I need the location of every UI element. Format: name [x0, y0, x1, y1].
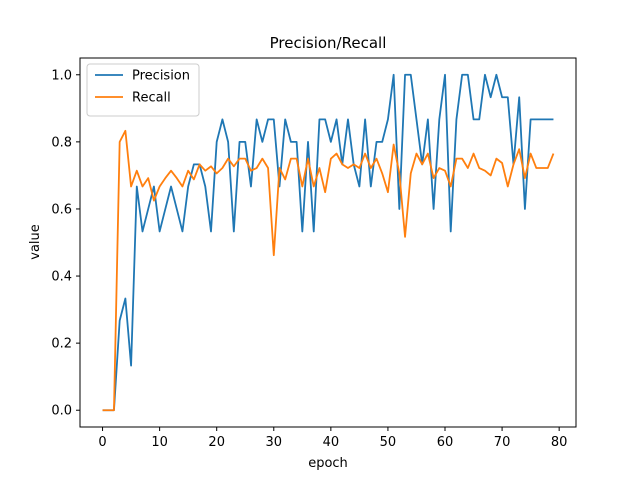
plot-area: [102, 73, 555, 412]
y-axis-label: value: [28, 224, 43, 260]
chart-title: Precision/Recall: [270, 34, 387, 52]
x-axis-label: epoch: [308, 456, 348, 471]
y-tick-label: 0.4: [51, 270, 72, 285]
x-tick-label: 40: [323, 435, 340, 450]
series-line-precision: [102, 73, 554, 412]
x-tick-label: 10: [151, 435, 168, 450]
y-tick-label: 0.8: [51, 135, 72, 150]
x-tick-label: 20: [208, 435, 225, 450]
legend-box: [86, 63, 200, 117]
y-tick-label: 0.6: [51, 202, 72, 217]
x-tick-label: 30: [266, 435, 283, 450]
x-tick-label: 50: [380, 435, 397, 450]
x-tick-label: 0: [98, 435, 106, 450]
x-tick-label: 80: [551, 435, 568, 450]
legend-label-recall: Recall: [132, 91, 171, 106]
axes-frame: [79, 57, 577, 428]
x-tick-label: 60: [437, 435, 454, 450]
y-tick-label: 0.2: [51, 337, 72, 352]
legend-label-precision: Precision: [132, 69, 190, 84]
x-tick-label: 70: [494, 435, 511, 450]
y-tick-label: 0.0: [51, 404, 72, 419]
legend: Precision Recall: [86, 63, 200, 117]
series-line-recall: [102, 129, 555, 412]
y-tick-label: 1.0: [51, 68, 72, 83]
axes: 0 10 20 30 40 50 60 70 80 0.0 0.2 0.4 0.6 0.8 1.0: [51, 57, 577, 450]
